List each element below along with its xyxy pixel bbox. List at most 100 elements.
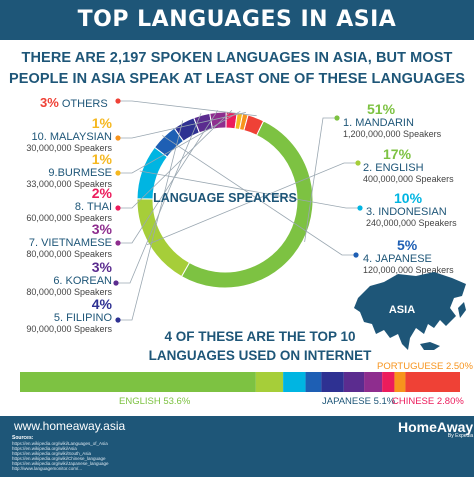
bar-segment-10	[405, 372, 460, 392]
internet-heading-line-1: 4 OF THESE ARE THE TOP 10	[164, 329, 356, 344]
source-1[interactable]: https://en.wikipedia.org/wiki/Languages_…	[12, 441, 108, 446]
bar-segment-2	[255, 372, 284, 392]
logo-subtext: By Expedia	[447, 433, 474, 439]
page-title: TOP LANGUAGES IN ASIA	[77, 7, 397, 32]
asia-map-shape	[354, 272, 466, 350]
mandarin-pct: 51%	[367, 101, 396, 117]
donut-title: LANGUAGE SPEAKERS	[153, 191, 297, 205]
leader-lines	[113, 98, 363, 323]
burmese-pct: 1%	[91, 151, 112, 167]
english-bar-label: ENGLISH 53.6%	[119, 396, 191, 407]
bar-segment-7	[364, 372, 383, 392]
mandarin-speakers: 1,200,000,000 Speakers	[343, 129, 442, 139]
bar-segment-6	[343, 372, 365, 392]
leader-line-mandarin	[304, 117, 337, 243]
thai-speakers: 60,000,000 Speakers	[26, 213, 112, 223]
source-2[interactable]: https://en.wikipedia.org/wiki/Asia	[12, 446, 77, 451]
footer	[0, 416, 474, 477]
bar-segment-1	[20, 372, 256, 392]
filipino-pct: 4%	[91, 296, 112, 312]
filipino-speakers: 90,000,000 Speakers	[26, 324, 112, 334]
header-bar: TOP LANGUAGES IN ASIA	[0, 0, 474, 40]
label-malaysian: 1% 10. MALAYSIAN 30,000,000 Speakers	[26, 115, 113, 154]
language-speakers-donut: LANGUAGE SPEAKERS	[113, 98, 363, 323]
english-speakers: 400,000,000 Speakers	[363, 174, 454, 184]
website-link[interactable]: www.homeaway.asia	[14, 419, 126, 433]
english-pct: 17%	[383, 146, 412, 162]
portuguese-bar-label: PORTUGUESE 2.50%	[377, 361, 473, 372]
leader-line-malaysian	[118, 112, 246, 139]
sources-title: Sources:	[12, 435, 34, 441]
internet-heading-line-2: LANGUAGES USED ON INTERNET	[148, 348, 372, 363]
malaysian-name: 10. MALAYSIAN	[31, 131, 113, 143]
filipino-name: 5. FILIPINO	[53, 312, 112, 324]
source-6[interactable]: http://www.languagemonitor.com/...	[12, 466, 83, 471]
leader-line-vietnamese	[118, 110, 219, 244]
korean-pct: 3%	[91, 259, 112, 275]
leader-dot-filipino	[115, 317, 121, 323]
indonesian-name: 3. INDONESIAN	[366, 206, 447, 218]
vietnamese-speakers: 80,000,000 Speakers	[26, 249, 112, 259]
asia-map: ASIA	[354, 272, 466, 350]
japanese-name: 4. JAPANESE	[363, 253, 432, 265]
vietnamese-name: 7. VIETNAMESE	[28, 237, 112, 249]
chinese-bar-label: CHINESE 2.80%	[392, 396, 464, 407]
leader-dot-english	[355, 160, 361, 166]
japanese-pct: 5%	[397, 237, 418, 253]
leader-dot-burmese	[115, 170, 121, 176]
japan-shape	[458, 302, 466, 318]
subtitle-line-2: PEOPLE IN ASIA SPEAK AT LEAST ONE OF THE…	[8, 71, 466, 87]
leader-dot-indonesian	[357, 205, 363, 211]
leader-line-others	[118, 100, 257, 117]
label-english: 17% 2. ENGLISH 400,000,000 Speakers	[363, 146, 454, 185]
burmese-name: 9.BURMESE	[48, 167, 112, 179]
internet-heading: 4 OF THESE ARE THE TOP 10 LANGUAGES USED…	[120, 327, 400, 365]
label-thai: 2% 8. THAI 60,000,000 Speakers	[26, 185, 112, 224]
leader-dot-mandarin	[334, 115, 340, 121]
subtitle-line-1: THERE ARE 2,197 SPOKEN LANGUAGES IN ASIA…	[21, 50, 453, 66]
malaysian-pct: 1%	[91, 115, 112, 131]
others-name: OTHERS	[61, 98, 108, 110]
leader-line-korean	[116, 113, 202, 284]
label-filipino: 4% 5. FILIPINO 90,000,000 Speakers	[26, 296, 112, 335]
label-burmese: 1% 9.BURMESE 33,000,000 Speakers	[26, 151, 112, 190]
indonesian-pct: 10%	[394, 190, 423, 206]
source-3[interactable]: https://en.wikipedia.org/wiki/South_Asia	[12, 451, 92, 456]
internet-languages-bar	[20, 372, 460, 392]
leader-dot-thai	[115, 205, 121, 211]
label-others: 3% OTHERS	[40, 95, 108, 110]
leader-dot-korean	[113, 280, 119, 286]
japanese-bar-label: JAPANESE 5.1%	[322, 396, 396, 407]
japanese-speakers: 120,000,000 Speakers	[363, 265, 454, 275]
asia-map-label: ASIA	[389, 304, 415, 316]
thai-pct: 2%	[91, 185, 112, 201]
burmese-speakers: 33,000,000 Speakers	[26, 179, 112, 189]
indonesian-speakers: 240,000,000 Speakers	[366, 218, 457, 228]
logo-text: HomeAway	[398, 419, 474, 435]
leader-line-thai	[118, 109, 233, 209]
leader-line-english	[146, 162, 358, 246]
donut-slice-others	[243, 114, 265, 136]
leader-dot-malaysian	[115, 135, 121, 141]
bar-segment-5	[321, 372, 344, 392]
vietnamese-pct: 3%	[91, 221, 112, 237]
label-korean: 3% 6. KOREAN 80,000,000 Speakers	[26, 259, 112, 298]
leader-dot-vietnamese	[115, 240, 121, 246]
korean-name: 6. KOREAN	[53, 275, 112, 287]
label-vietnamese: 3% 7. VIETNAMESE 80,000,000 Speakers	[26, 221, 112, 260]
bar-segment-3	[283, 372, 306, 392]
homeaway-logo[interactable]: HomeAway By Expedia	[398, 419, 473, 439]
english-name: 2. ENGLISH	[363, 162, 424, 174]
leader-line-indonesian	[139, 170, 360, 209]
indonesia-shape	[420, 342, 440, 350]
label-japanese: 5% 4. JAPANESE 120,000,000 Speakers	[363, 237, 454, 276]
source-4[interactable]: https://en.wikipedia.org/wiki/Chinese_la…	[12, 456, 106, 461]
bar-segment-9	[394, 372, 406, 392]
korean-speakers: 80,000,000 Speakers	[26, 287, 112, 297]
subtitle: THERE ARE 2,197 SPOKEN LANGUAGES IN ASIA…	[0, 48, 474, 90]
label-indonesian: 10% 3. INDONESIAN 240,000,000 Speakers	[366, 190, 457, 229]
source-5[interactable]: https://en.wikipedia.org/wiki/Japanese_l…	[12, 461, 109, 466]
leader-dot-japanese	[353, 252, 359, 258]
bar-segment-4	[305, 372, 322, 392]
